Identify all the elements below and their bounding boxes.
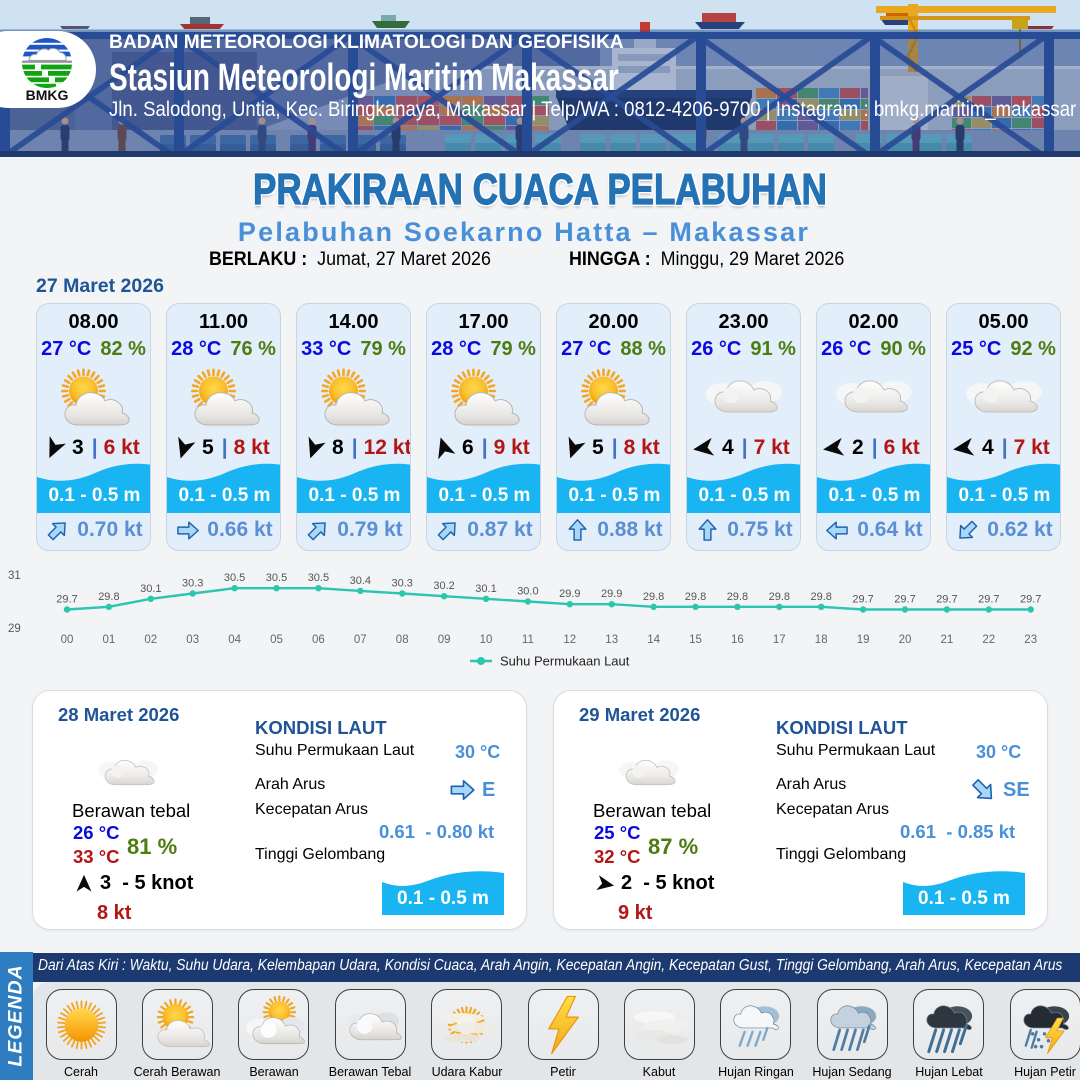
svg-text:04: 04 xyxy=(228,634,241,646)
svg-text:30.4: 30.4 xyxy=(350,575,371,587)
svg-text:29.8: 29.8 xyxy=(643,591,664,603)
svg-text:29.7: 29.7 xyxy=(894,594,915,606)
svg-text:16: 16 xyxy=(731,634,744,646)
svg-text:05: 05 xyxy=(270,634,283,646)
svg-text:11: 11 xyxy=(522,634,534,646)
svg-text:29.8: 29.8 xyxy=(98,591,119,603)
svg-text:03: 03 xyxy=(186,634,199,646)
svg-text:12: 12 xyxy=(563,634,576,646)
svg-text:29.8: 29.8 xyxy=(769,591,790,603)
svg-text:19: 19 xyxy=(857,634,870,646)
svg-text:29.7: 29.7 xyxy=(936,594,957,606)
svg-text:21: 21 xyxy=(941,634,954,646)
svg-text:06: 06 xyxy=(312,634,325,646)
svg-text:29.9: 29.9 xyxy=(559,588,580,600)
svg-text:29: 29 xyxy=(8,623,21,635)
svg-text:07: 07 xyxy=(354,634,367,646)
svg-text:30.2: 30.2 xyxy=(433,580,454,592)
svg-text:30.1: 30.1 xyxy=(475,583,496,595)
svg-text:29.8: 29.8 xyxy=(810,591,831,603)
svg-text:14: 14 xyxy=(647,634,660,646)
svg-text:29.8: 29.8 xyxy=(727,591,748,603)
svg-text:30.3: 30.3 xyxy=(391,578,412,590)
svg-text:29.7: 29.7 xyxy=(852,594,873,606)
svg-text:10: 10 xyxy=(480,634,493,646)
svg-text:29.7: 29.7 xyxy=(978,594,999,606)
svg-text:30.5: 30.5 xyxy=(224,572,245,584)
svg-text:20: 20 xyxy=(899,634,912,646)
svg-text:01: 01 xyxy=(103,634,116,646)
svg-text:Suhu Permukaan Laut: Suhu Permukaan Laut xyxy=(500,654,630,669)
svg-text:29.8: 29.8 xyxy=(685,591,706,603)
svg-text:30.0: 30.0 xyxy=(517,586,538,598)
svg-text:00: 00 xyxy=(61,634,74,646)
svg-text:23: 23 xyxy=(1024,634,1037,646)
svg-text:18: 18 xyxy=(815,634,828,646)
svg-text:08: 08 xyxy=(396,634,409,646)
svg-text:29.7: 29.7 xyxy=(1020,594,1041,606)
svg-text:22: 22 xyxy=(982,634,995,646)
svg-text:31: 31 xyxy=(8,570,21,582)
svg-text:29.9: 29.9 xyxy=(601,588,622,600)
svg-text:15: 15 xyxy=(689,634,702,646)
svg-text:17: 17 xyxy=(773,634,786,646)
svg-text:30.3: 30.3 xyxy=(182,578,203,590)
svg-text:02: 02 xyxy=(144,634,157,646)
svg-text:29.7: 29.7 xyxy=(56,594,77,606)
svg-text:30.5: 30.5 xyxy=(308,572,329,584)
svg-text:13: 13 xyxy=(605,634,618,646)
svg-text:09: 09 xyxy=(438,634,451,646)
svg-text:30.5: 30.5 xyxy=(266,572,287,584)
svg-text:30.1: 30.1 xyxy=(140,583,161,595)
